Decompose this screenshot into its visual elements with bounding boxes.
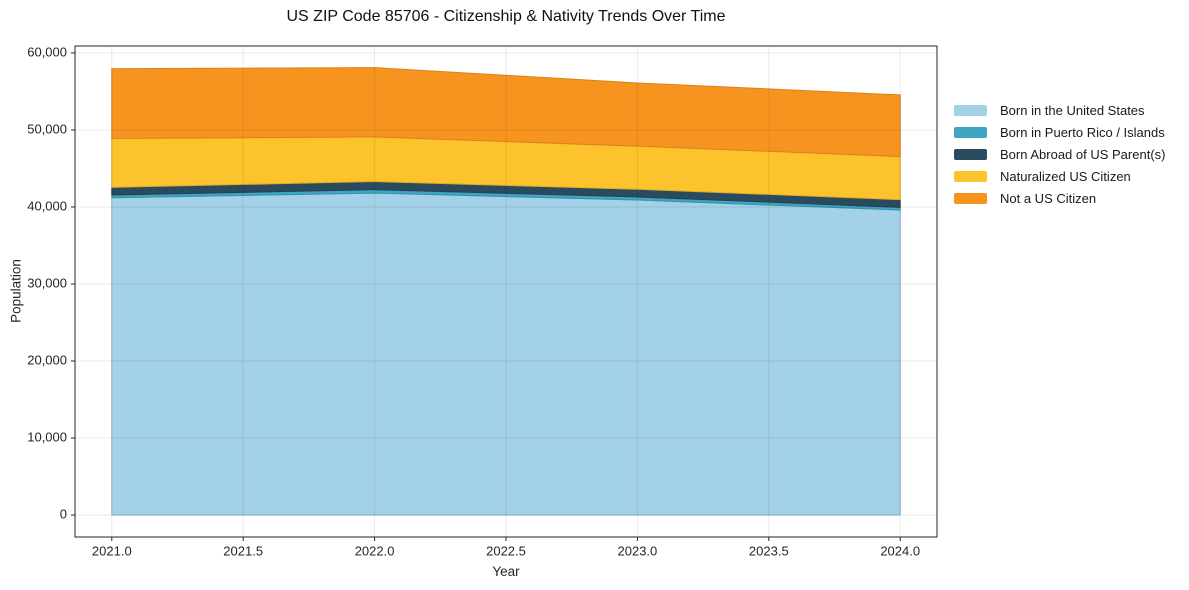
y-tick-label: 30,000 xyxy=(27,275,67,290)
x-tick-label: 2022.0 xyxy=(355,544,395,559)
x-tick-label: 2021.5 xyxy=(223,544,263,559)
chart-title: US ZIP Code 85706 - Citizenship & Nativi… xyxy=(286,8,726,25)
y-tick-label: 10,000 xyxy=(27,429,67,444)
legend-item: Born Abroad of US Parent(s) xyxy=(954,147,1166,162)
legend-item: Born in Puerto Rico / Islands xyxy=(954,125,1165,140)
y-axis-label: Population xyxy=(8,259,24,323)
legend-item: Not a US Citizen xyxy=(954,191,1165,206)
legend-swatch-born-us xyxy=(954,105,987,116)
legend-swatch-naturalized xyxy=(954,171,987,182)
legend: Born in the United States Born in Puerto… xyxy=(954,103,1166,206)
x-tick-label: 2024.0 xyxy=(880,544,920,559)
y-tick-label: 0 xyxy=(60,506,67,521)
legend-label: Born in Puerto Rico / Islands xyxy=(1000,125,1165,140)
y-tick-label: 40,000 xyxy=(27,198,67,213)
y-tick-label: 50,000 xyxy=(27,121,67,136)
x-axis-label: Year xyxy=(492,564,520,579)
legend-label: Born in the United States xyxy=(1000,103,1145,118)
legend-swatch-not-citizen xyxy=(954,193,987,204)
y-tick-label: 20,000 xyxy=(27,352,67,367)
x-tick-label: 2023.5 xyxy=(749,544,789,559)
legend-swatch-born-abroad xyxy=(954,149,987,160)
legend-label: Naturalized US Citizen xyxy=(1000,169,1131,184)
x-tick-label: 2022.5 xyxy=(486,544,526,559)
x-tick-label: 2021.0 xyxy=(92,544,132,559)
x-tick-label: 2023.0 xyxy=(618,544,658,559)
legend-label: Not a US Citizen xyxy=(1000,191,1097,206)
area-series-4 xyxy=(111,67,901,158)
legend-item: Naturalized US Citizen xyxy=(954,169,1165,184)
legend-swatch-puerto-rico xyxy=(954,127,987,138)
legend-item: Born in the United States xyxy=(954,103,1165,118)
legend-label: Born Abroad of US Parent(s) xyxy=(1000,147,1166,162)
y-tick-label: 60,000 xyxy=(27,44,67,59)
